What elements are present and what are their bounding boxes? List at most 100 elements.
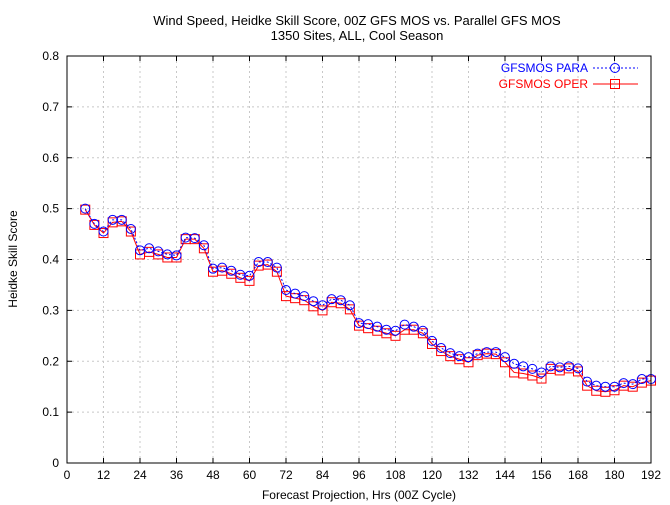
data-point-para xyxy=(125,223,136,234)
data-point-para xyxy=(281,285,291,296)
data-point-para xyxy=(189,233,200,244)
y-axis-title: Heidke Skill Score xyxy=(6,210,20,308)
data-point-para xyxy=(171,250,182,261)
data-point-para xyxy=(500,352,510,363)
data-point-oper xyxy=(417,328,428,339)
x-tick-label: 12 xyxy=(97,468,111,482)
x-tick-label: 96 xyxy=(352,468,366,482)
data-point-para xyxy=(390,325,401,336)
data-point-para xyxy=(290,288,301,299)
data-point-para xyxy=(609,381,620,392)
data-point-para xyxy=(344,300,355,311)
data-point-para xyxy=(116,214,127,225)
data-point-para xyxy=(80,203,91,214)
data-point-para xyxy=(563,361,574,372)
x-tick-label: 120 xyxy=(422,468,442,482)
x-axis-title: Forecast Projection, Hrs (00Z Cycle) xyxy=(262,488,456,502)
data-point-para xyxy=(226,265,237,276)
legend-marker-oper xyxy=(610,79,620,89)
data-point-para xyxy=(591,380,602,391)
data-point-para xyxy=(463,352,474,363)
series-line-oper xyxy=(84,209,652,393)
data-point-para xyxy=(618,378,629,389)
data-point-para xyxy=(308,296,319,307)
legend-label-para: GFSMOS PARA xyxy=(501,61,588,75)
x-tick-label: 24 xyxy=(133,468,147,482)
y-tick-label: 0 xyxy=(52,456,59,470)
grid xyxy=(67,56,651,463)
data-point-oper xyxy=(125,226,136,237)
y-tick-label: 0.1 xyxy=(42,405,59,419)
data-point-para xyxy=(363,319,374,330)
x-tick-label: 168 xyxy=(568,468,588,482)
data-point-para xyxy=(217,262,228,273)
data-point-para xyxy=(372,321,383,332)
y-tick-label: 0.6 xyxy=(42,151,59,165)
data-point-oper xyxy=(198,243,209,254)
x-tick-label: 60 xyxy=(243,468,257,482)
data-point-para xyxy=(244,270,255,281)
data-point-para xyxy=(490,347,501,358)
y-tick-label: 0.2 xyxy=(42,354,59,368)
x-axis-ticks: 0 12 24 36 48 60 72 84 96 108 120 132 144 156 168 180 19… xyxy=(64,56,661,482)
data-point-para xyxy=(299,291,310,302)
data-point-oper xyxy=(463,357,474,368)
legend-entry-para: GFSMOS PARA xyxy=(501,61,638,75)
data-point-para xyxy=(89,218,100,229)
data-point-para xyxy=(527,363,538,374)
x-tick-label: 48 xyxy=(206,468,220,482)
data-point-para xyxy=(436,343,447,354)
y-tick-label: 0.3 xyxy=(42,303,59,317)
x-tick-label: 132 xyxy=(458,468,478,482)
data-point-para xyxy=(417,325,428,336)
series-layer xyxy=(80,203,656,397)
data-point-para xyxy=(445,348,456,359)
data-point-para xyxy=(317,300,328,311)
data-point-oper xyxy=(390,330,401,341)
data-point-para xyxy=(198,240,209,251)
legend-label-oper: GFSMOS OPER xyxy=(499,77,589,91)
chart-subtitle: 1350 Sites, ALL, Cool Season xyxy=(271,28,444,43)
data-point-para xyxy=(262,257,273,268)
data-point-para xyxy=(408,321,419,332)
chart-title: Wind Speed, Heidke Skill Score, 00Z GFS … xyxy=(153,13,561,28)
data-point-para xyxy=(509,358,520,369)
series-oper xyxy=(80,204,656,397)
series-para xyxy=(80,203,656,392)
legend-entry-oper: GFSMOS OPER xyxy=(499,77,638,91)
data-point-para xyxy=(536,367,547,378)
x-tick-label: 0 xyxy=(64,468,71,482)
data-point-para xyxy=(271,262,282,273)
data-point-para xyxy=(399,319,410,330)
data-point-para xyxy=(144,243,155,254)
x-tick-label: 108 xyxy=(385,468,405,482)
data-point-para xyxy=(98,226,109,237)
y-tick-label: 0.8 xyxy=(42,49,59,63)
data-point-para xyxy=(627,379,638,390)
y-tick-label: 0.5 xyxy=(42,202,59,216)
data-point-oper xyxy=(536,373,547,384)
x-tick-label: 144 xyxy=(495,468,515,482)
data-point-oper xyxy=(262,259,273,270)
legend: GFSMOS PARA GFSMOS OPER xyxy=(499,61,638,91)
legend-marker-para xyxy=(610,63,620,73)
x-tick-label: 72 xyxy=(279,468,293,482)
data-point-oper xyxy=(573,366,583,377)
x-tick-label: 36 xyxy=(170,468,184,482)
y-tick-label: 0.7 xyxy=(42,100,59,114)
data-point-para xyxy=(135,245,145,256)
data-point-para xyxy=(573,363,583,374)
data-point-oper xyxy=(244,275,255,286)
x-tick-label: 180 xyxy=(604,468,624,482)
x-tick-label: 192 xyxy=(641,468,661,482)
data-point-oper xyxy=(271,266,282,277)
x-tick-label: 84 xyxy=(316,468,330,482)
plot-frame xyxy=(66,55,652,464)
data-point-para xyxy=(427,335,437,346)
series-line-para xyxy=(84,208,651,388)
data-point-oper xyxy=(317,305,328,316)
data-point-para xyxy=(153,246,164,257)
data-point-para xyxy=(518,361,529,372)
data-point-para xyxy=(335,295,346,306)
